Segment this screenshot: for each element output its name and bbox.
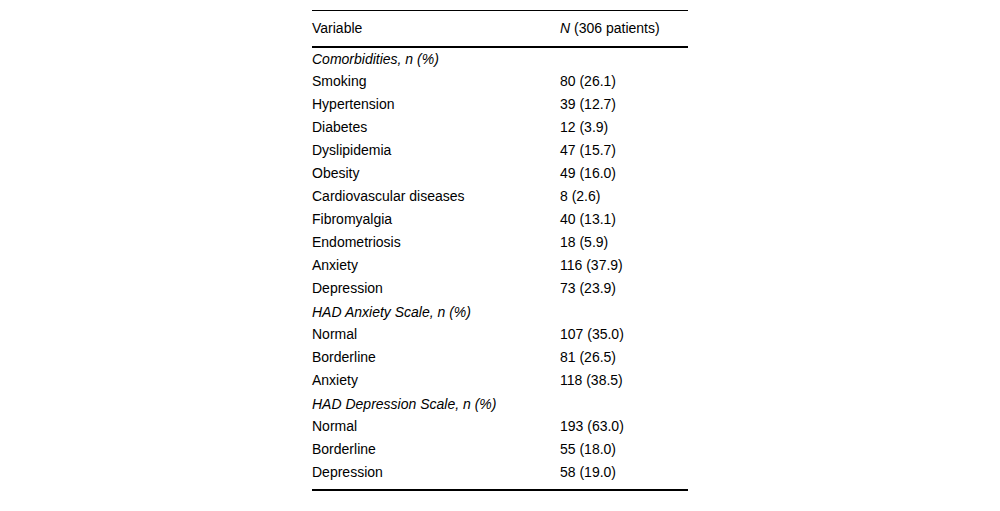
table-header: Variable N (306 patients) (312, 11, 688, 47)
table-row: Smoking80 (26.1) (312, 70, 688, 93)
column-header-n-suffix: (306 patients) (570, 20, 660, 36)
section-header-row: HAD Depression Scale, n (%) (312, 392, 688, 415)
row-label: Normal (312, 323, 560, 346)
section-header-row: HAD Anxiety Scale, n (%) (312, 300, 688, 323)
row-value: 55 (18.0) (560, 438, 688, 461)
row-value: 58 (19.0) (560, 461, 688, 490)
row-value: 81 (26.5) (560, 346, 688, 369)
row-value: 8 (2.6) (560, 185, 688, 208)
row-value: 47 (15.7) (560, 139, 688, 162)
row-label: Fibromyalgia (312, 208, 560, 231)
row-value: 193 (63.0) (560, 415, 688, 438)
row-value: 40 (13.1) (560, 208, 688, 231)
table-row: Normal193 (63.0) (312, 415, 688, 438)
section-header-row: Comorbidities, n (%) (312, 47, 688, 70)
table-row: Depression58 (19.0) (312, 461, 688, 490)
table-row: Endometriosis18 (5.9) (312, 231, 688, 254)
row-label: Dyslipidemia (312, 139, 560, 162)
row-value: 18 (5.9) (560, 231, 688, 254)
patient-characteristics-table: Variable N (306 patients) Comorbidities,… (312, 10, 688, 491)
table-row: Hypertension39 (12.7) (312, 93, 688, 116)
row-label: Cardiovascular diseases (312, 185, 560, 208)
table-row: Normal107 (35.0) (312, 323, 688, 346)
row-label: Smoking (312, 70, 560, 93)
row-label: Borderline (312, 438, 560, 461)
table-row: Diabetes12 (3.9) (312, 116, 688, 139)
row-label: Depression (312, 461, 560, 490)
row-label: Diabetes (312, 116, 560, 139)
row-value: 118 (38.5) (560, 369, 688, 392)
row-label: Depression (312, 277, 560, 300)
row-label: Normal (312, 415, 560, 438)
column-header-n-symbol: N (560, 20, 570, 36)
table-row: Borderline81 (26.5) (312, 346, 688, 369)
table-row: Dyslipidemia47 (15.7) (312, 139, 688, 162)
table-row: Fibromyalgia40 (13.1) (312, 208, 688, 231)
table-row: Depression73 (23.9) (312, 277, 688, 300)
row-label: Anxiety (312, 369, 560, 392)
column-header-variable: Variable (312, 11, 560, 47)
table-row: Anxiety116 (37.9) (312, 254, 688, 277)
row-label: Obesity (312, 162, 560, 185)
row-value: 12 (3.9) (560, 116, 688, 139)
table-row: Borderline55 (18.0) (312, 438, 688, 461)
table-body: Comorbidities, n (%)Smoking80 (26.1)Hype… (312, 47, 688, 490)
section-title: HAD Depression Scale, n (%) (312, 392, 688, 415)
column-header-n: N (306 patients) (560, 11, 688, 47)
header-row: Variable N (306 patients) (312, 11, 688, 47)
row-label: Hypertension (312, 93, 560, 116)
row-value: 116 (37.9) (560, 254, 688, 277)
row-value: 73 (23.9) (560, 277, 688, 300)
row-value: 49 (16.0) (560, 162, 688, 185)
row-label: Borderline (312, 346, 560, 369)
table-row: Anxiety118 (38.5) (312, 369, 688, 392)
row-value: 39 (12.7) (560, 93, 688, 116)
section-title: HAD Anxiety Scale, n (%) (312, 300, 688, 323)
section-title: Comorbidities, n (%) (312, 47, 688, 70)
row-label: Endometriosis (312, 231, 560, 254)
data-table: Variable N (306 patients) Comorbidities,… (312, 10, 688, 491)
table-row: Obesity49 (16.0) (312, 162, 688, 185)
row-label: Anxiety (312, 254, 560, 277)
table-row: Cardiovascular diseases8 (2.6) (312, 185, 688, 208)
row-value: 80 (26.1) (560, 70, 688, 93)
row-value: 107 (35.0) (560, 323, 688, 346)
